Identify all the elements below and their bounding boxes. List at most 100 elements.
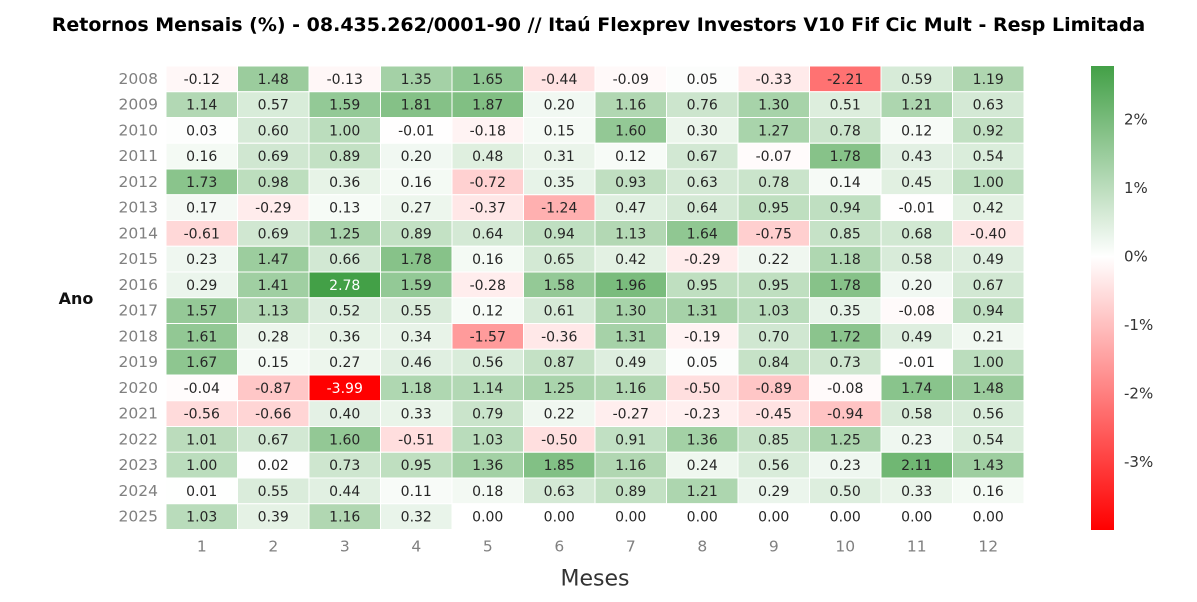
cell-value-label: 0.14 (830, 175, 861, 191)
heatmap-cell (380, 503, 453, 530)
cell-value-label: 0.94 (973, 304, 1004, 320)
cell-value-label: 0.49 (615, 355, 646, 371)
cell-value-label: 1.35 (401, 72, 432, 88)
y-tick-label: 2023 (119, 456, 158, 474)
cell-value-label: 0.16 (186, 149, 217, 165)
cell-value-label: -0.19 (684, 329, 720, 345)
cell-value-label: 0.00 (830, 510, 861, 526)
cell-value-label: -0.72 (470, 175, 506, 191)
cell-value-label: 1.73 (186, 175, 217, 191)
cell-value-label: 0.87 (544, 355, 575, 371)
cell-value-label: -0.08 (827, 381, 863, 397)
cell-value-label: 0.35 (830, 304, 861, 320)
cell-value-label: 0.76 (687, 98, 718, 114)
cell-value-label: 0.69 (258, 149, 289, 165)
y-tick-label: 2025 (119, 508, 158, 526)
cell-value-label: -0.37 (470, 201, 506, 217)
cell-value-label: 0.00 (901, 510, 932, 526)
cell-value-label: -2.21 (827, 72, 863, 88)
heatmap-cell (594, 91, 667, 118)
heatmap-cell (737, 117, 810, 144)
cell-value-label: 0.43 (901, 149, 932, 165)
cell-value-label: 0.34 (401, 329, 432, 345)
cell-value-label: 0.35 (544, 175, 575, 191)
cell-value-label: 0.16 (401, 175, 432, 191)
cell-value-label: 0.00 (687, 510, 718, 526)
heatmap-cell (308, 194, 381, 221)
heatmap-cell (666, 323, 739, 350)
cell-value-label: 0.23 (830, 458, 861, 474)
cell-value-label: 0.36 (329, 175, 360, 191)
heatmap-cell (308, 142, 381, 170)
cell-value-label: 1.18 (830, 252, 861, 268)
y-tick-label: 2012 (119, 173, 158, 191)
cell-value-label: 0.33 (901, 484, 932, 500)
heatmap-cell (666, 348, 739, 376)
x-tick-label: 8 (697, 538, 707, 556)
cell-value-label: 0.47 (615, 201, 646, 217)
heatmap-cell (380, 451, 453, 479)
cell-value-label: 1.59 (329, 98, 360, 114)
cell-value-label: 0.55 (258, 484, 289, 500)
cell-value-label: 1.27 (758, 123, 789, 139)
heatmap-cell (523, 477, 596, 505)
heatmap-cell (380, 168, 453, 196)
heatmap-cell (237, 142, 310, 170)
heatmap-cell (809, 323, 882, 350)
heatmap-cell (237, 91, 310, 118)
colorbar-tick-label: 1% (1124, 179, 1148, 197)
heatmap-cell (666, 297, 739, 324)
heatmap-cell (308, 451, 381, 479)
cell-value-label: 1.43 (973, 458, 1004, 474)
cell-value-label: -1.24 (541, 201, 577, 217)
heatmap-cell (880, 426, 953, 453)
heatmap-cell (952, 323, 1025, 350)
y-tick-label: 2017 (119, 302, 158, 320)
heatmap-cell (952, 451, 1025, 479)
cell-value-label: 1.00 (973, 355, 1004, 371)
cell-value-label: 1.48 (973, 381, 1004, 397)
cell-value-label: -3.99 (327, 381, 363, 397)
y-tick-label: 2021 (119, 405, 158, 423)
heatmap-cell (308, 477, 381, 505)
cell-value-label: 0.94 (830, 201, 861, 217)
heatmap-cell (809, 245, 882, 273)
cell-value-label: 0.45 (901, 175, 932, 191)
cell-value-label: 0.33 (401, 407, 432, 423)
cell-value-label: 1.41 (258, 278, 289, 294)
heatmap-cell (594, 168, 667, 196)
cell-value-label: 0.50 (830, 484, 861, 500)
y-tick-label: 2008 (119, 70, 158, 88)
cell-value-label: -0.51 (398, 432, 434, 448)
heatmap-cell (809, 503, 882, 530)
heatmap-cell (737, 503, 810, 530)
cell-value-label: 0.00 (758, 510, 789, 526)
x-tick-label: 10 (835, 538, 855, 556)
cell-value-label: 0.36 (329, 329, 360, 345)
heatmap-cell (880, 65, 953, 93)
y-tick-label: 2011 (119, 147, 158, 165)
cell-value-label: 1.18 (401, 381, 432, 397)
cell-value-label: 1.03 (472, 432, 503, 448)
cell-value-label: 1.67 (186, 355, 217, 371)
cell-value-label: 1.59 (401, 278, 432, 294)
cell-value-label: 0.23 (186, 252, 217, 268)
x-tick-label: 2 (268, 538, 278, 556)
heatmap-cell (237, 477, 310, 505)
cell-value-label: 0.21 (973, 329, 1004, 345)
cell-value-label: -0.40 (970, 226, 1006, 242)
cell-value-label: 1.48 (258, 72, 289, 88)
heatmap-cell (666, 220, 739, 247)
cell-value-label: 1.25 (830, 432, 861, 448)
heatmap-cell (737, 194, 810, 221)
heatmap-cell (594, 117, 667, 144)
heatmap-cell (237, 426, 310, 453)
cell-value-label: 1.21 (901, 98, 932, 114)
cell-value-label: 1.36 (687, 432, 718, 448)
cell-value-label: -0.04 (184, 381, 220, 397)
heatmap-cell (165, 220, 238, 247)
cell-value-label: -0.94 (827, 407, 863, 423)
x-tick-label: 9 (769, 538, 779, 556)
heatmap-cell (451, 142, 524, 170)
cell-value-label: 0.91 (615, 432, 646, 448)
